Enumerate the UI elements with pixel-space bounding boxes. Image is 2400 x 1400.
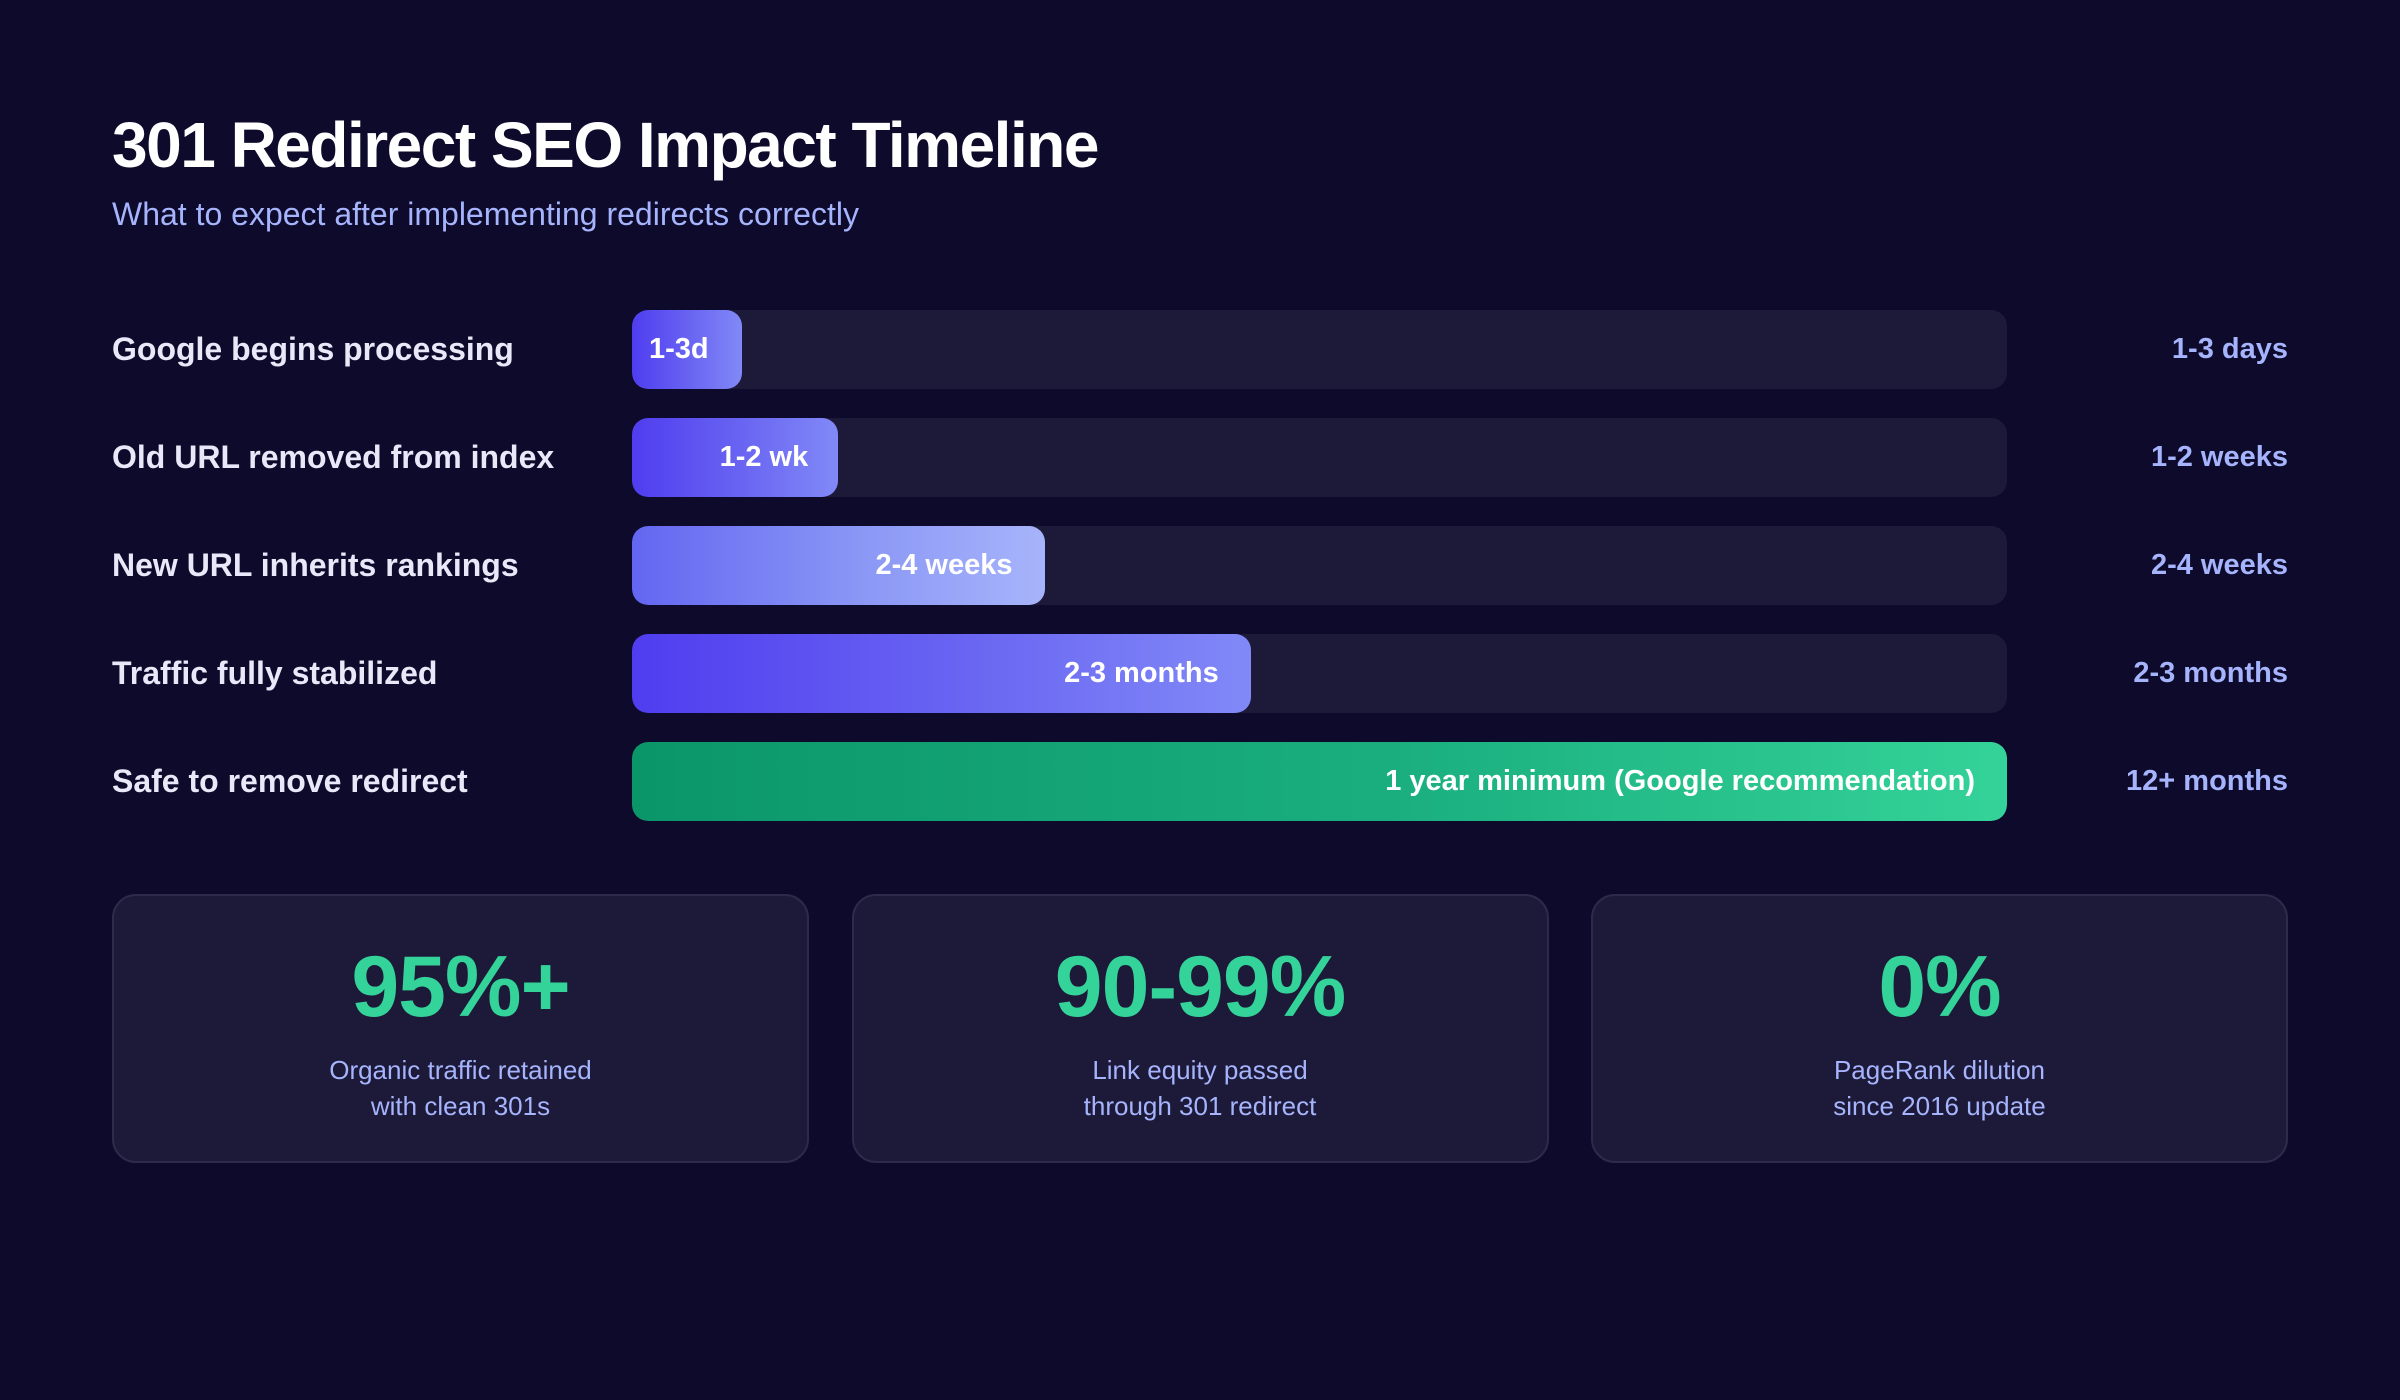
row-label: Old URL removed from index <box>112 439 555 475</box>
stat-description-line: Link equity passed <box>1092 1055 1308 1085</box>
page-title: 301 Redirect SEO Impact Timeline <box>112 109 1099 181</box>
timeline-bar: 1 year minimum (Google recommendation) <box>632 742 2007 821</box>
stat-description-line: through 301 redirect <box>1083 1091 1317 1121</box>
timeline-bar: 1-2 wk <box>632 418 839 497</box>
stat-card-pagerank-dilution: 0% PageRank dilution since 2016 update <box>1591 894 2288 1163</box>
duration-label: 2-3 months <box>2133 657 2288 689</box>
bar-label: 1-2 wk <box>719 441 809 473</box>
timeline-chart: Google begins processing 1-3d 1-3 days O… <box>112 310 2288 850</box>
stat-description: Organic traffic retained with clean 301s <box>329 1052 592 1124</box>
timeline-bar: 1-3d <box>632 310 742 389</box>
row-label: Traffic fully stabilized <box>112 655 438 691</box>
duration-label: 2-4 weeks <box>2150 549 2288 581</box>
stat-value: 0% <box>1878 939 2001 1035</box>
stat-value: 95%+ <box>351 939 570 1035</box>
stat-card-traffic-retained: 95%+ Organic traffic retained with clean… <box>112 894 809 1163</box>
stat-description-line: with clean 301s <box>370 1091 551 1121</box>
bar-label: 1-3d <box>649 333 709 365</box>
timeline-row: Google begins processing 1-3d 1-3 days <box>112 310 2288 389</box>
row-label: Google begins processing <box>112 331 514 367</box>
timeline-row: Safe to remove redirect 1 year minimum (… <box>112 742 2288 821</box>
timeline-bar: 2-4 weeks <box>632 526 1045 605</box>
duration-label: 1-2 weeks <box>2150 441 2288 473</box>
bar-track: 1-3d <box>632 310 2007 389</box>
row-label: New URL inherits rankings <box>112 547 519 583</box>
timeline-row: Traffic fully stabilized 2-3 months 2-3 … <box>112 634 2288 713</box>
stat-card-link-equity: 90-99% Link equity passed through 301 re… <box>851 894 1549 1163</box>
bar-label: 2-4 weeks <box>875 549 1013 581</box>
stat-description-line: Organic traffic retained <box>329 1055 592 1085</box>
timeline-row: New URL inherits rankings 2-4 weeks 2-4 … <box>112 526 2288 605</box>
stat-cards: 95%+ Organic traffic retained with clean… <box>112 894 2288 1163</box>
duration-label: 1-3 days <box>2171 333 2288 365</box>
timeline-row: Old URL removed from index 1-2 wk 1-2 we… <box>112 418 2288 497</box>
stat-description: Link equity passed through 301 redirect <box>1084 1052 1317 1124</box>
stat-description: PageRank dilution since 2016 update <box>1833 1052 2046 1124</box>
stat-description-line: PageRank dilution <box>1833 1055 2046 1085</box>
row-label: Safe to remove redirect <box>112 763 468 799</box>
bar-track: 1-2 wk <box>632 418 2007 497</box>
stat-description-line: since 2016 update <box>1833 1091 2046 1121</box>
bar-track: 1 year minimum (Google recommendation) <box>632 742 2007 821</box>
bar-track: 2-4 weeks <box>632 526 2007 605</box>
page-subtitle: What to expect after implementing redire… <box>112 196 859 232</box>
bar-label: 2-3 months <box>1064 657 1219 689</box>
stat-value: 90-99% <box>1054 939 1346 1035</box>
duration-label: 12+ months <box>2126 765 2288 797</box>
bar-label: 1 year minimum (Google recommendation) <box>1385 765 1975 797</box>
bar-track: 2-3 months <box>632 634 2007 713</box>
timeline-bar: 2-3 months <box>632 634 1251 713</box>
